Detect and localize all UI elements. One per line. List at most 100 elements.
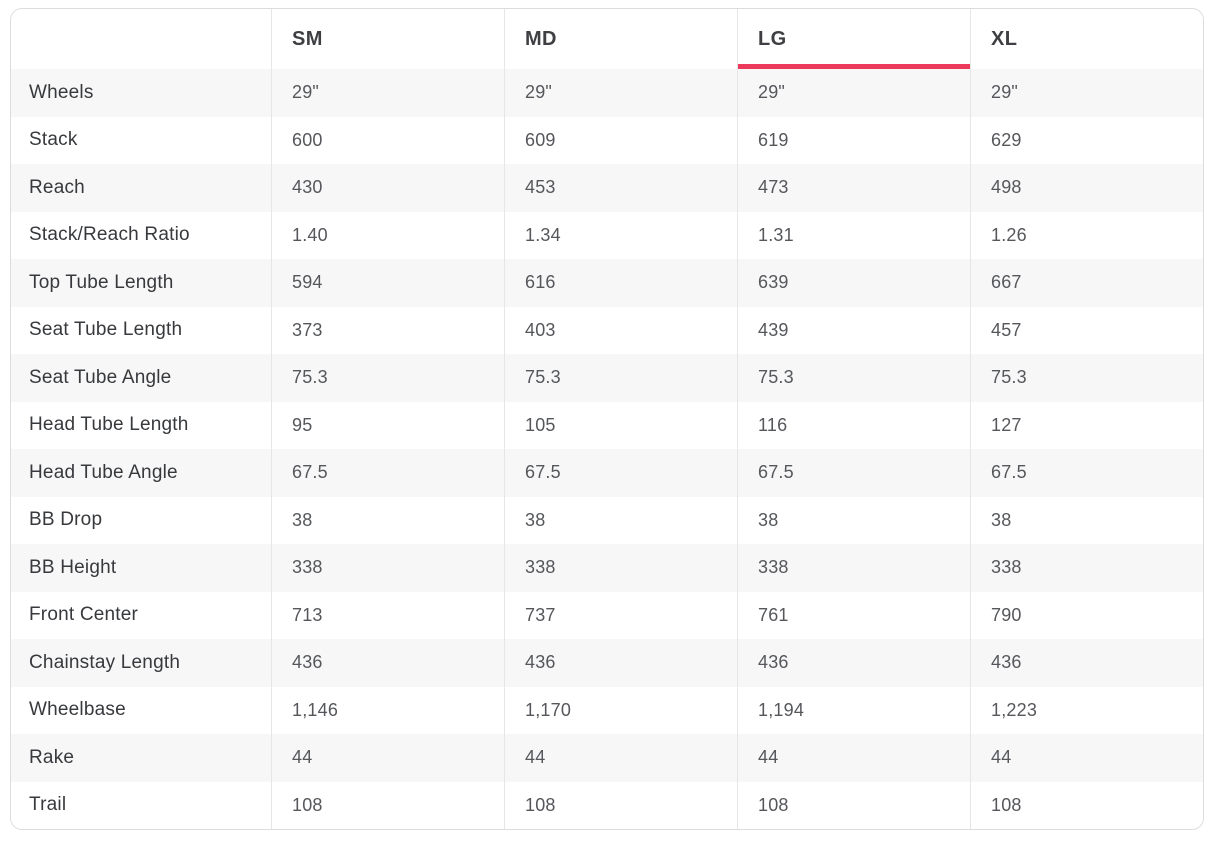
- spec-label: Reach: [29, 176, 85, 198]
- spec-value-lg: 75.3: [737, 354, 970, 402]
- table-row: Head Tube Length 95 105 116 127: [11, 401, 1203, 449]
- size-tab-sm[interactable]: SM: [271, 9, 504, 69]
- spec-value-xl: 1,223: [970, 686, 1203, 734]
- table-row: Front Center 713 737 761 790: [11, 591, 1203, 639]
- spec-label: Trail: [29, 794, 67, 816]
- spec-value-sm: 713: [271, 591, 504, 639]
- spec-value-md: 105: [504, 401, 737, 449]
- spec-value-md: 737: [504, 591, 737, 639]
- spec-value-xl: 38: [970, 496, 1203, 544]
- spec-value-lg: 116: [737, 401, 970, 449]
- spec-value-sm: 594: [271, 259, 504, 307]
- spec-value-lg: 338: [737, 544, 970, 592]
- spec-label: Wheels: [29, 81, 94, 103]
- spec-label: Seat Tube Angle: [29, 366, 172, 388]
- spec-value-md: 67.5: [504, 449, 737, 497]
- spec-value-xl: 498: [970, 164, 1203, 212]
- spec-value-xl: 108: [970, 781, 1203, 829]
- spec-value-sm: 95: [271, 401, 504, 449]
- spec-value-sm: 600: [271, 116, 504, 164]
- spec-value-lg: 639: [737, 259, 970, 307]
- spec-value-sm: 338: [271, 544, 504, 592]
- table-row: Trail 108 108 108 108: [11, 781, 1203, 829]
- spec-label: Head Tube Length: [29, 414, 189, 436]
- spec-label: Rake: [29, 746, 75, 768]
- corner-cell: [11, 9, 271, 69]
- spec-value-sm: 38: [271, 496, 504, 544]
- spec-value-md: 616: [504, 259, 737, 307]
- spec-value-lg: 1.31: [737, 211, 970, 259]
- size-tab-lg-label: LG: [758, 27, 787, 50]
- table-row: Head Tube Angle 67.5 67.5 67.5 67.5: [11, 449, 1203, 497]
- table-row: Rake 44 44 44 44: [11, 734, 1203, 782]
- spec-label: Top Tube Length: [29, 271, 174, 293]
- table-row: BB Drop 38 38 38 38: [11, 496, 1203, 544]
- spec-label: Wheelbase: [29, 699, 126, 721]
- size-tab-md[interactable]: MD: [504, 9, 737, 69]
- spec-value-lg: 619: [737, 116, 970, 164]
- spec-value-md: 1.34: [504, 211, 737, 259]
- spec-value-xl: 75.3: [970, 354, 1203, 402]
- spec-value-xl: 790: [970, 591, 1203, 639]
- spec-value-lg: 67.5: [737, 449, 970, 497]
- spec-value-sm: 436: [271, 639, 504, 687]
- spec-label: BB Drop: [29, 509, 103, 531]
- spec-value-sm: 29": [271, 69, 504, 117]
- spec-value-sm: 44: [271, 734, 504, 782]
- spec-label: Chainstay Length: [29, 651, 181, 673]
- spec-value-lg: 108: [737, 781, 970, 829]
- geometry-table: SM MD LG XL Wheels 29" 29" 29" 29" Stack…: [10, 8, 1204, 830]
- spec-value-xl: 44: [970, 734, 1203, 782]
- table-row: Seat Tube Angle 75.3 75.3 75.3 75.3: [11, 354, 1203, 402]
- table-row: Wheelbase 1,146 1,170 1,194 1,223: [11, 686, 1203, 734]
- spec-value-sm: 1.40: [271, 211, 504, 259]
- spec-value-xl: 436: [970, 639, 1203, 687]
- table-row: Reach 430 453 473 498: [11, 164, 1203, 212]
- size-tab-xl[interactable]: XL: [970, 9, 1203, 69]
- spec-value-xl: 667: [970, 259, 1203, 307]
- spec-label: Front Center: [29, 604, 139, 626]
- spec-value-lg: 38: [737, 496, 970, 544]
- spec-value-sm: 1,146: [271, 686, 504, 734]
- spec-label: Stack/Reach Ratio: [29, 224, 190, 246]
- table-row: Stack/Reach Ratio 1.40 1.34 1.31 1.26: [11, 211, 1203, 259]
- spec-value-lg: 44: [737, 734, 970, 782]
- spec-value-md: 609: [504, 116, 737, 164]
- spec-value-lg: 29": [737, 69, 970, 117]
- spec-value-xl: 127: [970, 401, 1203, 449]
- table-row: Top Tube Length 594 616 639 667: [11, 259, 1203, 307]
- spec-label: Seat Tube Length: [29, 319, 183, 341]
- spec-label: Head Tube Angle: [29, 461, 178, 483]
- spec-value-xl: 629: [970, 116, 1203, 164]
- spec-label: Stack: [29, 129, 78, 151]
- spec-value-md: 403: [504, 306, 737, 354]
- size-header-row: SM MD LG XL: [11, 9, 1203, 69]
- spec-value-xl: 338: [970, 544, 1203, 592]
- table-body: Wheels 29" 29" 29" 29" Stack 600 609 619…: [11, 69, 1203, 829]
- spec-value-md: 108: [504, 781, 737, 829]
- spec-value-lg: 473: [737, 164, 970, 212]
- spec-value-sm: 430: [271, 164, 504, 212]
- table-row: BB Height 338 338 338 338: [11, 544, 1203, 592]
- spec-value-lg: 439: [737, 306, 970, 354]
- spec-value-xl: 457: [970, 306, 1203, 354]
- spec-value-md: 453: [504, 164, 737, 212]
- spec-value-md: 44: [504, 734, 737, 782]
- spec-value-md: 1,170: [504, 686, 737, 734]
- spec-value-xl: 1.26: [970, 211, 1203, 259]
- table-row: Stack 600 609 619 629: [11, 116, 1203, 164]
- spec-value-lg: 436: [737, 639, 970, 687]
- spec-value-lg: 761: [737, 591, 970, 639]
- spec-value-sm: 75.3: [271, 354, 504, 402]
- size-tab-md-label: MD: [525, 27, 557, 50]
- spec-value-md: 436: [504, 639, 737, 687]
- spec-value-md: 29": [504, 69, 737, 117]
- spec-value-lg: 1,194: [737, 686, 970, 734]
- size-tab-xl-label: XL: [991, 27, 1018, 50]
- spec-label: BB Height: [29, 556, 117, 578]
- spec-value-md: 338: [504, 544, 737, 592]
- spec-value-sm: 67.5: [271, 449, 504, 497]
- spec-value-sm: 108: [271, 781, 504, 829]
- spec-value-xl: 67.5: [970, 449, 1203, 497]
- size-tab-lg[interactable]: LG: [737, 9, 970, 69]
